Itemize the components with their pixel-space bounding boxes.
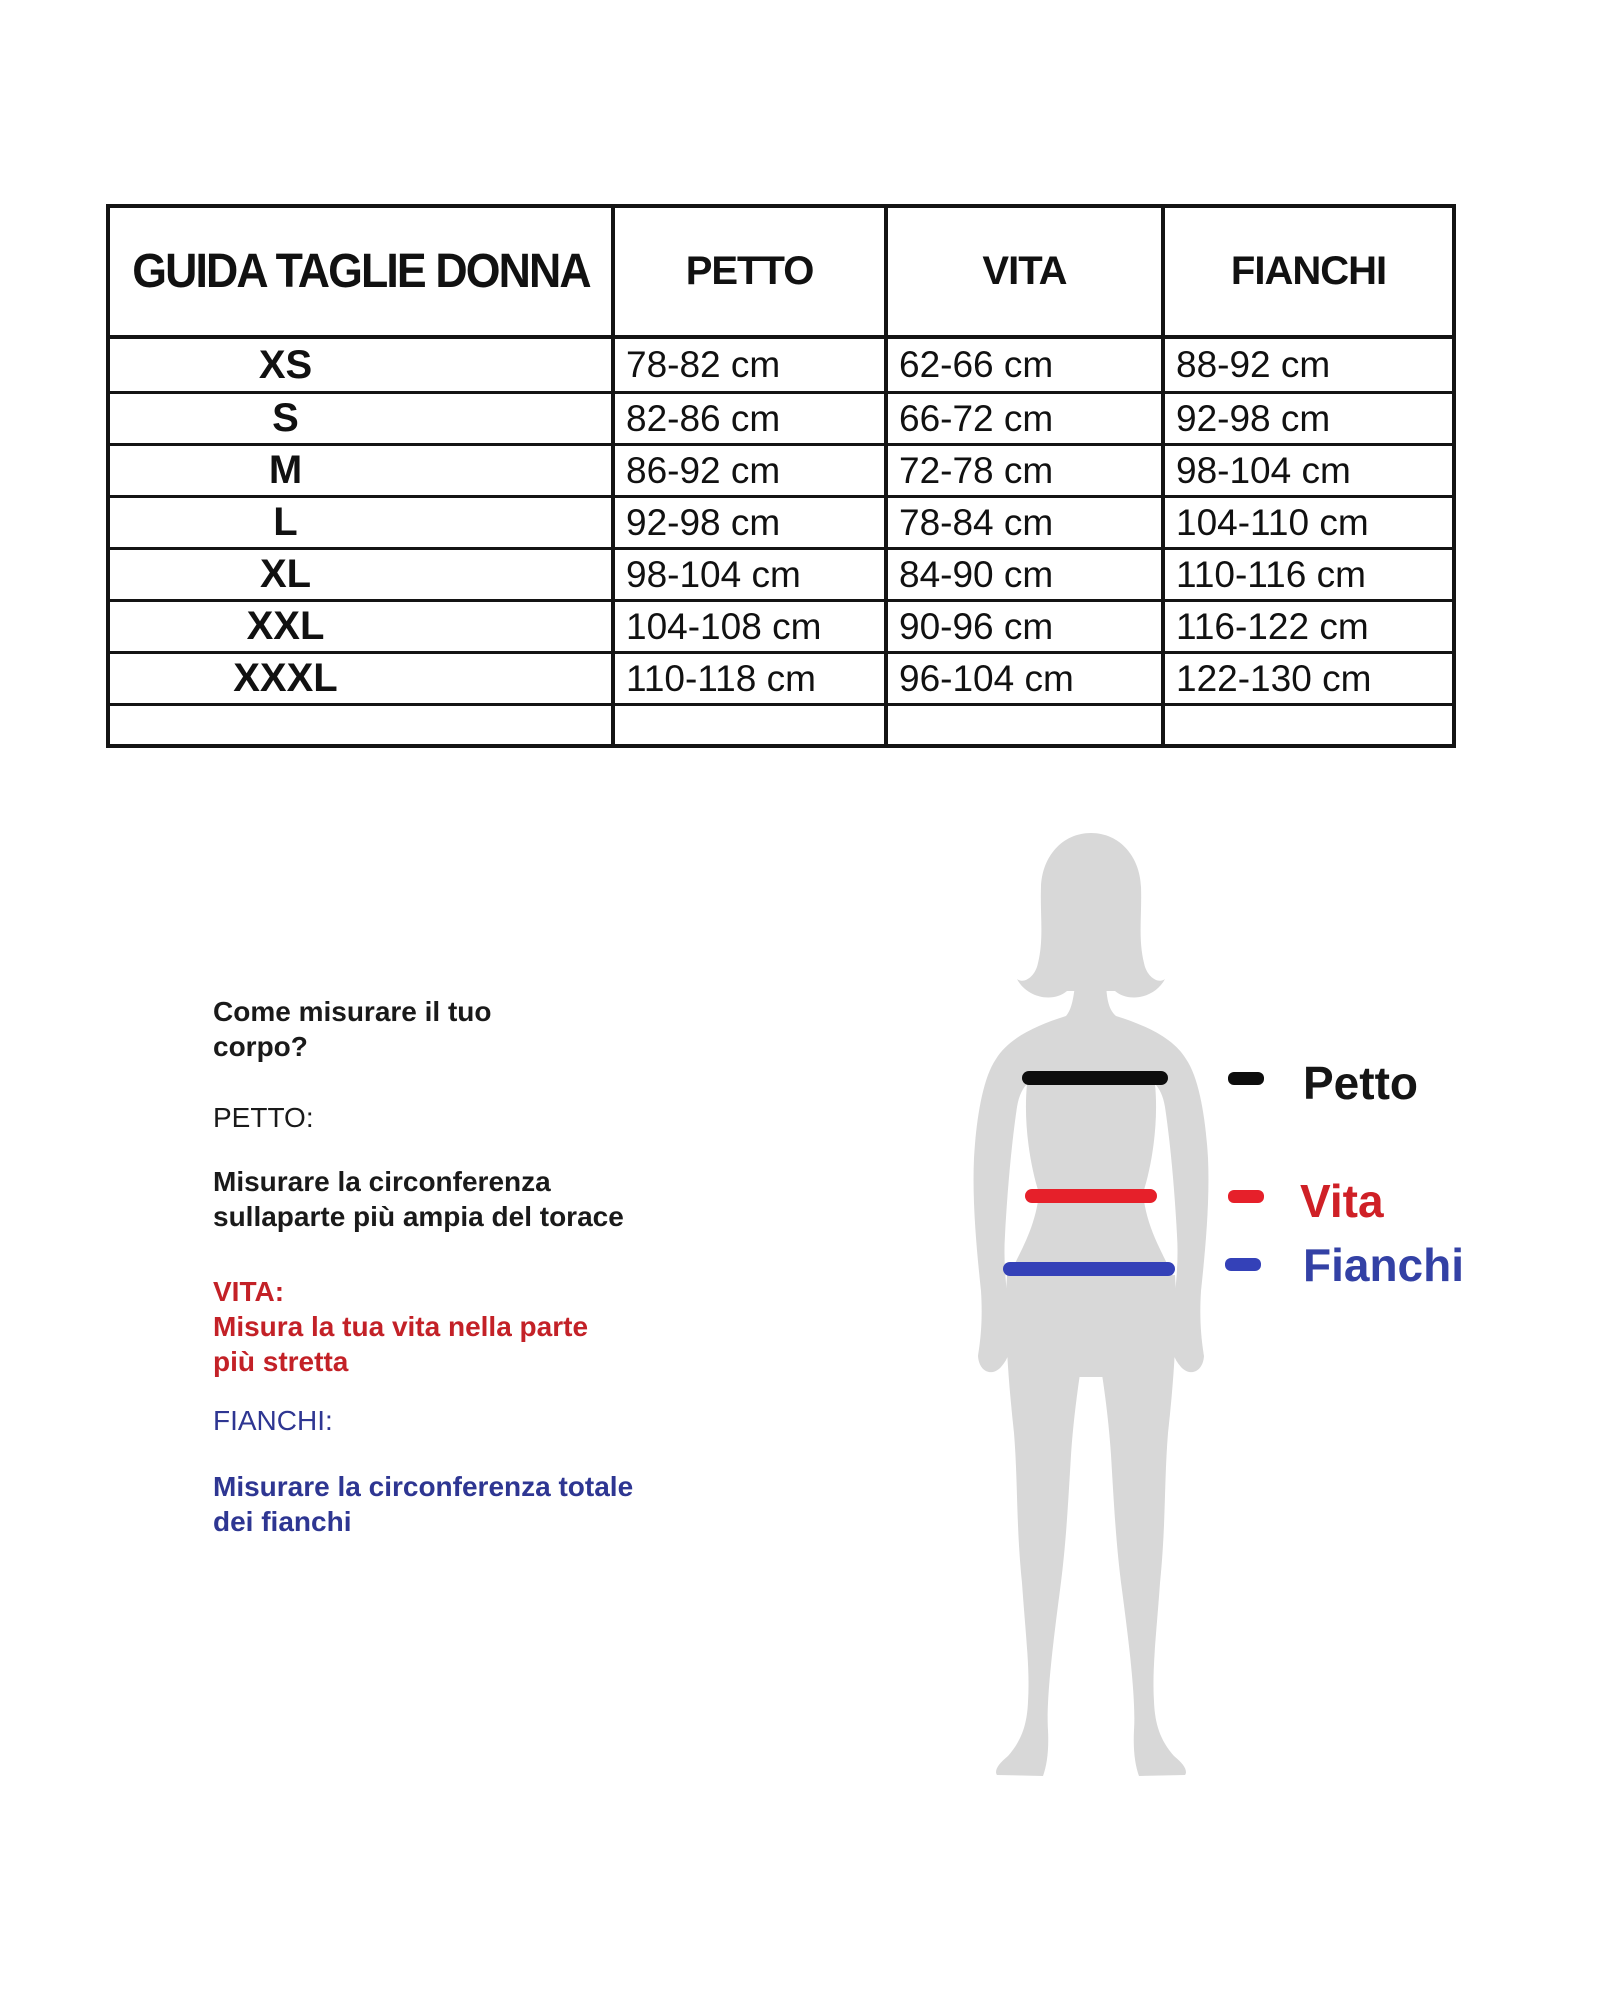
vita-value: 62-66 cm <box>888 339 1165 391</box>
table-row: XL 98-104 cm 84-90 cm 110-116 cm <box>110 547 1452 599</box>
fianchi-value: 92-98 cm <box>1176 397 1331 439</box>
legend-fianchi: Fianchi <box>1303 1239 1465 1291</box>
size-label: XXXL <box>110 654 615 703</box>
fianchi-value: 104-110 cm <box>1176 501 1369 543</box>
size-label: M <box>110 446 615 495</box>
petto-label: PETTO: <box>213 1102 314 1133</box>
petto-value: 78-82 cm <box>615 339 888 391</box>
vita-description: VITA: Misura la tua vita nella parte più… <box>213 1276 589 1377</box>
table-row: XXL 104-108 cm 90-96 cm 116-122 cm <box>110 599 1452 651</box>
petto-value: 98-104 cm <box>615 550 888 599</box>
table-row: M 86-92 cm 72-78 cm 98-104 cm <box>110 443 1452 495</box>
table-header-row: GUIDA TAGLIE DONNA PETTO VITA FIANCHI <box>110 208 1452 339</box>
vita-value: 90-96 cm <box>888 602 1165 651</box>
size-label: XXL <box>110 602 615 651</box>
column-header-petto: PETTO <box>615 208 888 335</box>
column-header-fianchi: FIANCHI <box>1230 249 1387 293</box>
vita-value: 84-90 cm <box>888 550 1165 599</box>
size-label: S <box>110 394 615 443</box>
table-title: GUIDA TAGLIE DONNA <box>131 245 591 298</box>
vita-value: 72-78 cm <box>888 446 1165 495</box>
chest-measure-band <box>1022 1071 1168 1085</box>
fianchi-dash-icon <box>1225 1258 1261 1271</box>
legend-petto: Petto <box>1303 1057 1418 1109</box>
vita-value: 66-72 cm <box>888 394 1165 443</box>
fianchi-value: 110-116 cm <box>1176 553 1366 595</box>
size-guide-table: GUIDA TAGLIE DONNA PETTO VITA FIANCHI XS… <box>106 204 1456 748</box>
table-row-empty <box>110 703 1452 744</box>
hips-measure-band <box>1003 1262 1175 1276</box>
fianchi-value: 116-122 cm <box>1176 605 1369 647</box>
petto-dash-icon <box>1228 1072 1264 1085</box>
petto-value: 104-108 cm <box>615 602 888 651</box>
vita-dash-icon <box>1228 1190 1264 1203</box>
fianchi-label: FIANCHI: <box>213 1405 333 1436</box>
table-row: L 92-98 cm 78-84 cm 104-110 cm <box>110 495 1452 547</box>
table-row: XXXL 110-118 cm 96-104 cm 122-130 cm <box>110 651 1452 703</box>
petto-value: 86-92 cm <box>615 446 888 495</box>
woman-silhouette <box>973 833 1209 1776</box>
how-to-measure-heading: Come misurare il tuo corpo? <box>213 996 492 1062</box>
fianchi-description: Misurare la circonferenza totale dei fia… <box>213 1471 634 1537</box>
vita-value: 78-84 cm <box>888 498 1165 547</box>
table-row: XS 78-82 cm 62-66 cm 88-92 cm <box>110 339 1452 391</box>
legend-vita: Vita <box>1300 1175 1384 1227</box>
petto-value: 92-98 cm <box>615 498 888 547</box>
table-title-cell: GUIDA TAGLIE DONNA <box>110 208 615 335</box>
petto-description: Misurare la circonferenza sullaparte più… <box>213 1166 624 1232</box>
fianchi-value: 98-104 cm <box>1176 449 1351 491</box>
size-label: XL <box>110 550 615 599</box>
size-label: XS <box>110 339 615 391</box>
fianchi-value: 88-92 cm <box>1176 344 1331 385</box>
table-row: S 82-86 cm 66-72 cm 92-98 cm <box>110 391 1452 443</box>
vita-value: 96-104 cm <box>888 654 1165 703</box>
fianchi-value: 122-130 cm <box>1176 657 1372 699</box>
petto-value: 82-86 cm <box>615 394 888 443</box>
fianchi-value <box>1165 706 1452 744</box>
vita-value <box>888 706 1165 744</box>
petto-value <box>615 706 888 744</box>
waist-measure-band <box>1025 1189 1157 1203</box>
size-label <box>110 706 615 744</box>
size-label: L <box>110 498 615 547</box>
petto-value: 110-118 cm <box>615 654 888 703</box>
column-header-vita: VITA <box>888 208 1165 335</box>
